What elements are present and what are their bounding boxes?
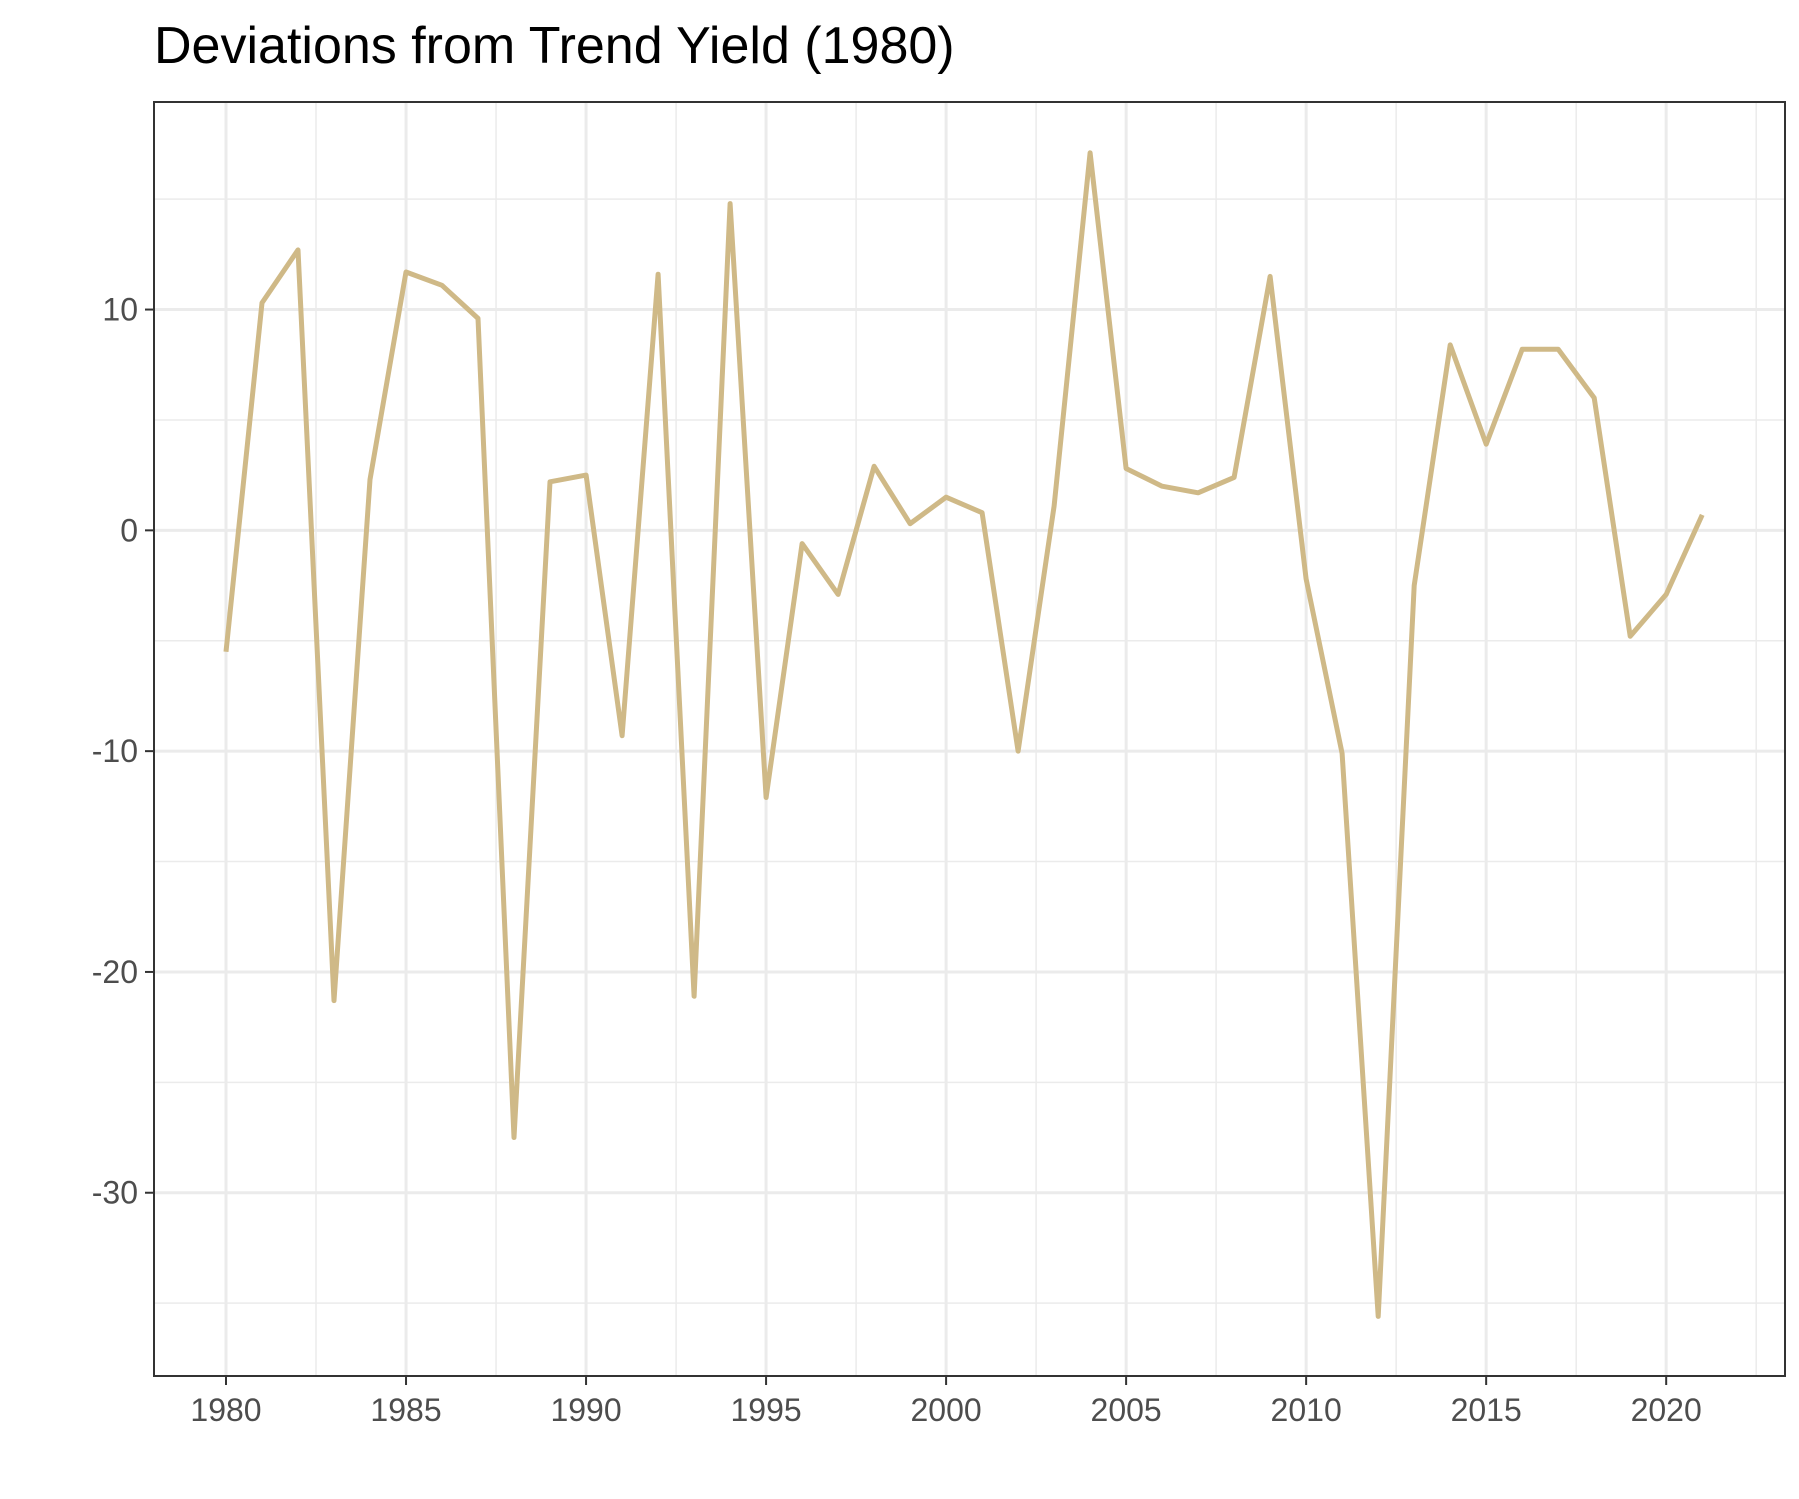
y-tick-label: 0 (120, 512, 138, 548)
x-tick-label: 2015 (1451, 1392, 1522, 1428)
x-axis: 1980 1985 1990 1995 2000 2005 2010 2015 2020 (190, 1376, 1702, 1428)
x-tick-label: 1980 (190, 1392, 261, 1428)
x-tick-label: 2000 (911, 1392, 982, 1428)
series-layer (223, 150, 1705, 1319)
x-tick-label: 1995 (730, 1392, 801, 1428)
y-axis: -30 -20 -10 0 10 (92, 292, 154, 1211)
x-tick-label: 2005 (1091, 1392, 1162, 1428)
y-tick-label: -20 (92, 954, 138, 990)
y-tick-label: -10 (92, 733, 138, 769)
y-tick-label: -30 (92, 1175, 138, 1211)
y-tick-label: 10 (102, 292, 138, 328)
x-tick-label: 1985 (370, 1392, 441, 1428)
major-gridlines (154, 102, 1785, 1376)
x-tick-label: 1990 (550, 1392, 621, 1428)
series-line-0 (223, 150, 1705, 1319)
panel-border (153, 101, 1786, 1377)
chart-title: Deviations from Trend Yield (1980) (154, 17, 955, 75)
x-tick-label: 2010 (1271, 1392, 1342, 1428)
minor-gridlines (154, 102, 1785, 1376)
x-tick-label: 2020 (1631, 1392, 1702, 1428)
